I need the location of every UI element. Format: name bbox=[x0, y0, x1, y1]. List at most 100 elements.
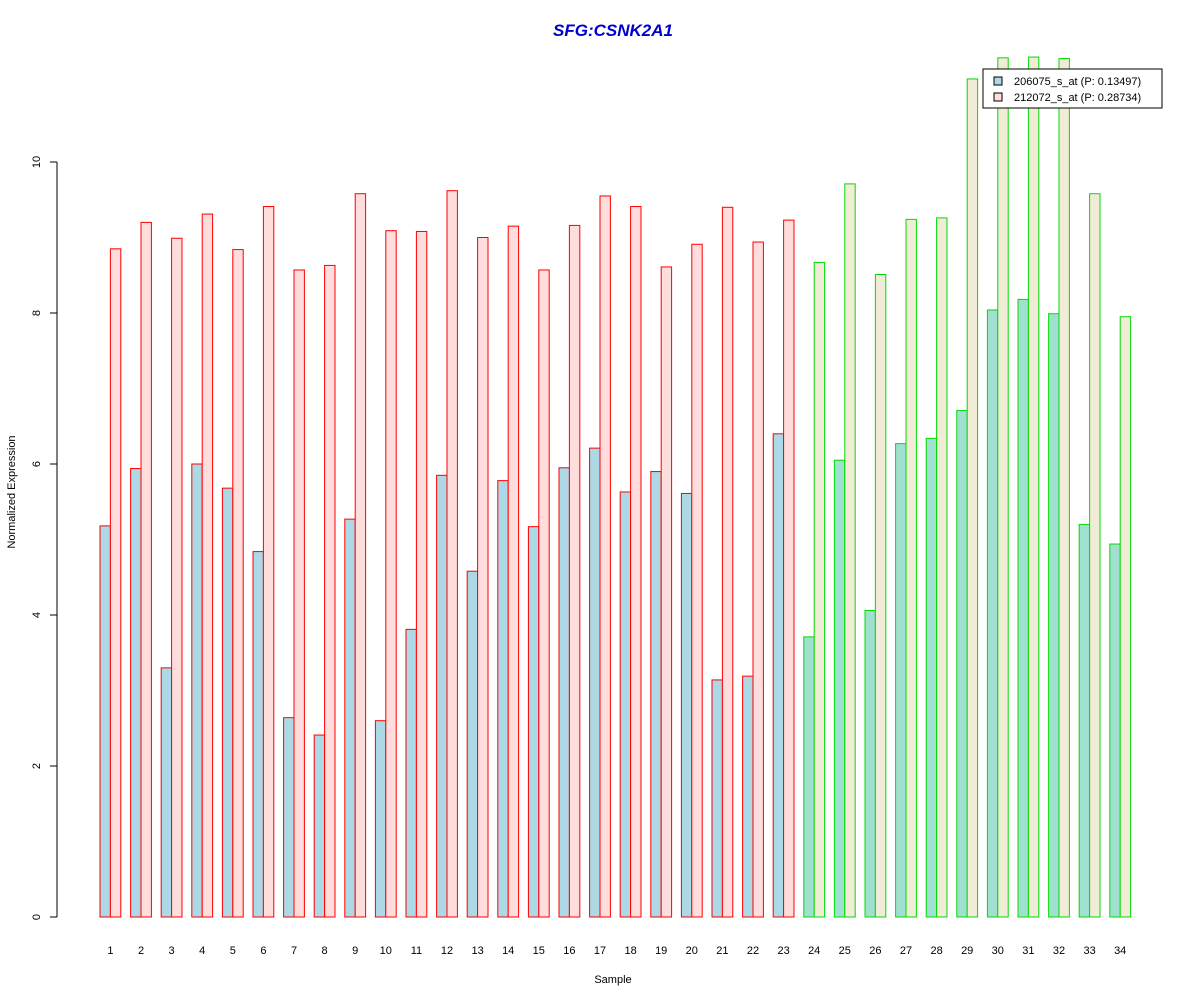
x-tick-label: 27 bbox=[900, 945, 912, 957]
bar-s2-sample-18 bbox=[630, 206, 642, 918]
legend-label-2: 212072_s_at (P: 0.28734) bbox=[1014, 92, 1141, 104]
bar-s2-sample-32 bbox=[1058, 58, 1070, 918]
x-tick-label: 12 bbox=[441, 945, 453, 957]
bar-s2-sample-23 bbox=[783, 219, 795, 918]
bar-s1-sample-10 bbox=[374, 720, 387, 918]
bar-s2-sample-8 bbox=[324, 264, 336, 918]
bar-s1-sample-13 bbox=[466, 570, 479, 918]
x-tick-label: 7 bbox=[291, 945, 297, 957]
bar-s1-sample-23 bbox=[772, 433, 785, 918]
x-tick-label: 19 bbox=[655, 945, 667, 957]
y-tick-label: 4 bbox=[31, 612, 43, 618]
y-tick-label: 2 bbox=[31, 763, 43, 769]
x-tick-label: 17 bbox=[594, 945, 606, 957]
legend: 206075_s_at (P: 0.13497) 212072_s_at (P: … bbox=[982, 68, 1163, 109]
x-tick-label: 3 bbox=[169, 945, 175, 957]
x-tick-label: 32 bbox=[1053, 945, 1065, 957]
bar-s1-sample-17 bbox=[589, 447, 601, 918]
bar-s2-sample-19 bbox=[660, 266, 673, 918]
x-tick-label: 34 bbox=[1114, 945, 1126, 957]
bar-s1-sample-34 bbox=[1109, 543, 1121, 918]
bar-s1-sample-28 bbox=[925, 437, 938, 918]
bar-s1-sample-32 bbox=[1048, 313, 1060, 918]
bar-s2-sample-31 bbox=[1027, 56, 1040, 918]
bar-s1-sample-15 bbox=[527, 526, 540, 918]
x-tick-label: 10 bbox=[380, 945, 392, 957]
x-tick-label: 24 bbox=[808, 945, 820, 957]
bar-s1-sample-33 bbox=[1078, 523, 1091, 918]
bar-s2-sample-26 bbox=[874, 274, 887, 918]
x-tick-label: 20 bbox=[686, 945, 698, 957]
bars-group bbox=[99, 56, 1132, 918]
bar-s2-sample-15 bbox=[538, 269, 550, 918]
x-tick-label: 28 bbox=[930, 945, 942, 957]
bar-s1-sample-29 bbox=[956, 409, 968, 918]
bar-s1-sample-27 bbox=[895, 443, 907, 918]
y-axis: 0 2 4 6 8 10 bbox=[31, 156, 58, 920]
bar-s2-sample-16 bbox=[568, 224, 581, 918]
bar-s2-sample-27 bbox=[905, 218, 917, 918]
x-tick-label: 31 bbox=[1022, 945, 1034, 957]
bar-s2-sample-10 bbox=[385, 230, 397, 918]
y-tick-label: 0 bbox=[31, 914, 43, 920]
bar-s2-sample-7 bbox=[293, 269, 305, 918]
bar-s1-sample-4 bbox=[191, 463, 203, 918]
x-tick-label: 22 bbox=[747, 945, 759, 957]
x-tick-label: 11 bbox=[411, 945, 422, 957]
x-tick-label: 4 bbox=[199, 945, 205, 957]
bar-s1-sample-6 bbox=[252, 551, 264, 918]
bar-s1-sample-12 bbox=[436, 474, 448, 918]
legend-box bbox=[982, 68, 1163, 109]
bar-s2-sample-13 bbox=[477, 237, 489, 918]
x-tick-label: 1 bbox=[107, 945, 113, 957]
x-tick-label: 14 bbox=[502, 945, 514, 957]
bar-s2-sample-3 bbox=[171, 237, 183, 918]
y-axis-label: Normalized Expression bbox=[6, 435, 18, 548]
x-tick-label: 30 bbox=[992, 945, 1004, 957]
bar-s1-sample-22 bbox=[742, 675, 754, 918]
bar-s2-sample-20 bbox=[691, 243, 703, 918]
bar-s1-sample-8 bbox=[313, 734, 326, 918]
bar-s2-sample-14 bbox=[507, 225, 520, 918]
bar-s2-sample-17 bbox=[599, 195, 611, 918]
bar-s2-sample-21 bbox=[721, 206, 734, 918]
bar-s1-sample-20 bbox=[680, 492, 693, 918]
bar-s2-sample-6 bbox=[262, 206, 275, 918]
x-tick-label: 25 bbox=[839, 945, 851, 957]
legend-label-1: 206075_s_at (P: 0.13497) bbox=[1014, 76, 1141, 88]
bar-s2-sample-24 bbox=[813, 261, 826, 918]
x-tick-label: 2 bbox=[138, 945, 144, 957]
x-tick-label: 8 bbox=[322, 945, 328, 957]
bar-s2-sample-25 bbox=[844, 183, 856, 918]
bar-s1-sample-19 bbox=[650, 471, 662, 918]
bar-s2-sample-28 bbox=[936, 217, 948, 918]
x-tick-label: 16 bbox=[563, 945, 575, 957]
x-axis: 1 2 3 4 5 6 7 8 9 10 11 12 13 14 15 16 17 18 19 20 21 22 23 24 2… bbox=[107, 945, 1126, 957]
x-tick-label: 29 bbox=[961, 945, 973, 957]
chart-title: SFG:CSNK2A1 bbox=[553, 21, 673, 40]
bar-s1-sample-31 bbox=[1017, 298, 1029, 918]
bar-s2-sample-12 bbox=[446, 190, 458, 918]
x-tick-label: 15 bbox=[533, 945, 545, 957]
bar-s2-sample-2 bbox=[140, 221, 152, 918]
x-tick-label: 9 bbox=[352, 945, 358, 957]
bar-s1-sample-18 bbox=[619, 491, 632, 918]
x-tick-label: 26 bbox=[869, 945, 881, 957]
bar-s2-sample-30 bbox=[997, 57, 1009, 918]
y-tick-label: 6 bbox=[31, 461, 43, 467]
bar-s1-sample-16 bbox=[558, 467, 570, 918]
x-tick-label: 6 bbox=[260, 945, 266, 957]
y-tick-label: 10 bbox=[31, 156, 43, 168]
bar-s2-sample-29 bbox=[966, 78, 979, 918]
bar-s2-sample-33 bbox=[1089, 193, 1101, 918]
x-tick-label: 23 bbox=[777, 945, 789, 957]
bar-s2-sample-1 bbox=[109, 248, 122, 918]
bar-s1-sample-7 bbox=[283, 717, 295, 918]
bar-s1-sample-25 bbox=[833, 459, 846, 918]
bar-s1-sample-2 bbox=[130, 468, 142, 918]
legend-swatch-2 bbox=[993, 92, 1003, 102]
bar-s1-sample-5 bbox=[221, 487, 234, 918]
x-tick-label: 33 bbox=[1083, 945, 1095, 957]
bar-s2-sample-22 bbox=[752, 241, 764, 918]
